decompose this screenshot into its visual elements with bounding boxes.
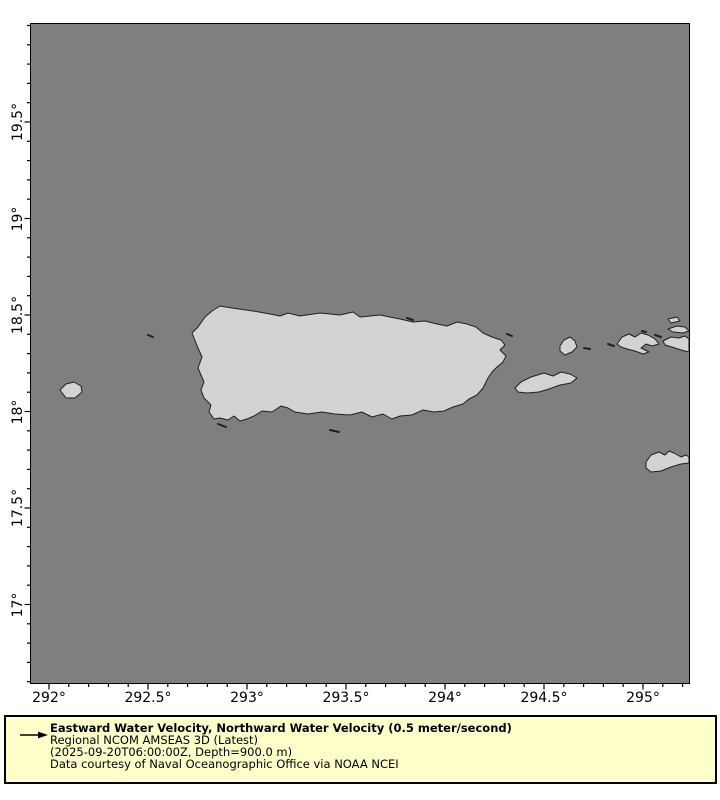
y-tick-label: 19.5° [10,102,26,142]
island-vieques [514,371,577,393]
islands-svg [59,305,689,472]
island-culebra [559,336,577,355]
x-tick-label: 294.5° [520,690,568,706]
legend-text-block: Eastward Water Velocity, Northward Water… [50,721,709,771]
island-st-thomas [616,332,659,354]
island-jost-van-dyke [667,316,680,323]
map-plot-area [29,22,690,684]
y-tick-label: 17.5° [10,488,26,528]
legend-title: Eastward Water Velocity, Northward Water… [50,721,512,735]
islet-hans-lollik [640,329,647,333]
y-tick-label: 19° [10,206,26,231]
islet-desecheo [146,333,154,338]
islet-culebrita [582,346,591,350]
islet-sw-islets [216,422,227,428]
island-st-john-tortola [662,335,689,352]
island-mona [59,381,82,398]
legend-box: Eastward Water Velocity, Northward Water… [4,715,717,784]
x-tick-label: 293.5° [322,690,370,706]
y-tick-label: 18° [10,399,26,424]
islet-san-juan-islets [405,316,414,321]
x-tick-label: 295° [626,690,660,706]
x-tick-label: 294° [428,690,462,706]
islet-icacos [505,332,513,337]
legend-courtesy-line: Data courtesy of Naval Oceanographic Off… [50,756,399,771]
islet-caja-de-muertos [328,428,340,433]
x-tick-label: 292.5° [124,690,172,706]
islet-water-island [653,333,662,338]
island-st-croix [645,450,689,472]
velocity-key-arrow-icon [20,731,48,739]
x-tick-label: 292° [32,690,66,706]
legend-time-depth-line: (2025-09-20T06:00:00Z, Depth=900.0 m) [50,744,293,759]
island-tortola-sliver [667,325,689,333]
y-tick-label: 18.5° [10,295,26,335]
island-puerto-rico [191,305,506,421]
x-tick-label: 293° [230,690,264,706]
y-tick-label: 17° [10,592,26,617]
islet-savana-island [606,342,615,347]
legend-model-line: Regional NCOM AMSEAS 3D (Latest) [50,732,259,747]
